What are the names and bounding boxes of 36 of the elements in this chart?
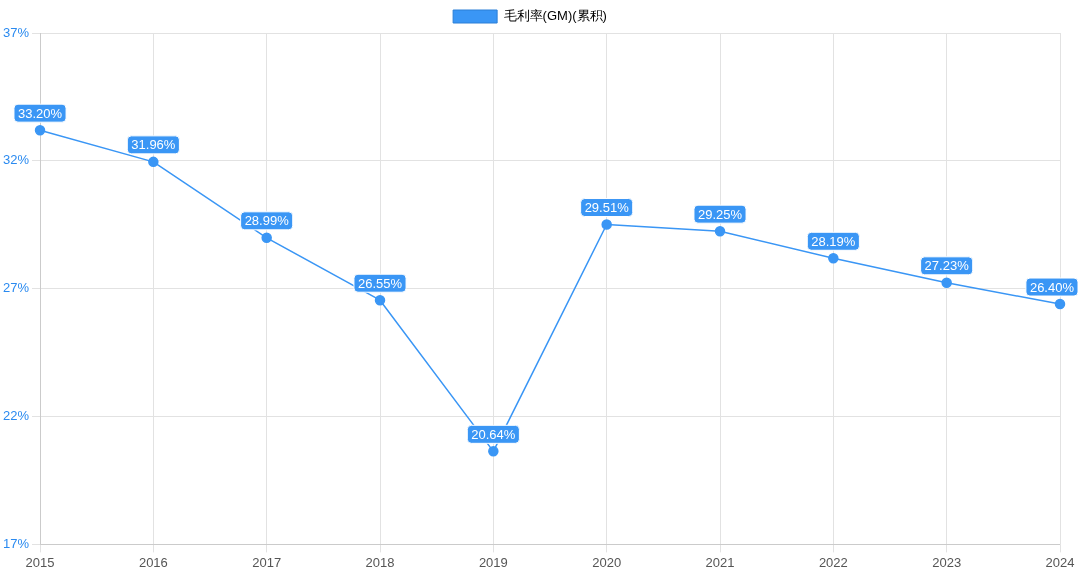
x-tick-label: 2020 [592,554,622,570]
data-label: 20.64% [471,426,516,442]
y-tick-label: 22% [2,408,30,424]
x-tick-label: 2023 [932,554,962,570]
data-label: 28.19% [811,233,856,249]
point [488,446,499,457]
data-label: 27.23% [924,258,970,274]
x-tick-label: 2022 [818,554,848,570]
x-tick-label: 2017 [252,554,282,570]
point [714,225,726,237]
point [34,124,46,136]
data-label: 29.25% [697,206,743,222]
point [941,277,952,289]
point [374,294,386,306]
x-tick-label: 2015 [25,554,55,570]
point [601,219,612,230]
y-tick-label: 17% [2,535,30,551]
x-tick-label: 2024 [1045,554,1075,570]
data-label: 29.51% [584,200,630,216]
data-label: 28.99% [244,213,290,229]
y-tick-label: 32% [2,152,30,168]
legend-label: 毛利率(GM)(累积) [503,8,607,24]
data-label: 26.40% [1029,279,1075,295]
x-tick-label: 2021 [705,554,735,570]
y-tick-label: 37% [2,24,30,40]
x-tick-label: 2019 [478,554,508,570]
y-tick-label: 27% [2,280,30,296]
point [261,232,272,244]
data-label: 33.20% [17,105,63,121]
x-tick-label: 2016 [138,554,168,570]
data-label: 26.55% [357,275,403,291]
point [1054,298,1066,310]
point [828,253,839,264]
x-tick-label: 2018 [365,554,395,570]
point [148,156,159,168]
data-label: 31.96% [131,137,176,153]
